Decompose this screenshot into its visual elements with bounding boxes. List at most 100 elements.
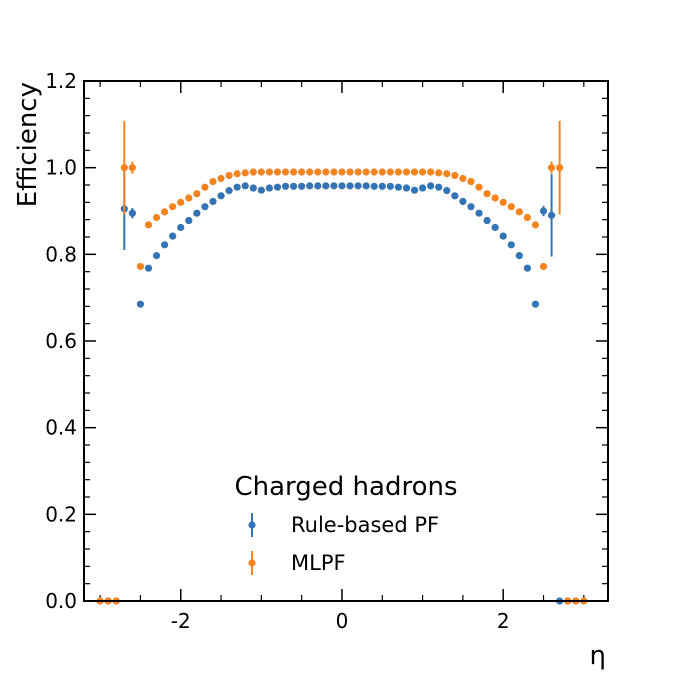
x-tick-label: -2 [171,609,191,633]
y-axis-title: Efficiency [13,82,43,207]
data-point [273,168,282,176]
data-point [161,208,169,216]
data-point [531,300,540,308]
data-point [306,182,314,190]
data-point [120,164,128,172]
data-point [169,232,177,240]
data-point [201,203,209,211]
legend: Charged hadrons Rule-based PF MLPF [234,472,458,575]
data-point [370,182,378,190]
data-point [185,194,193,202]
data-point [515,208,523,216]
data-point [281,182,290,190]
data-point [507,241,515,249]
data-point [217,174,225,183]
data-point [128,164,136,172]
data-point [523,264,531,272]
data-point [249,184,257,192]
data-point [241,169,249,177]
data-point [459,174,467,183]
legend-label: Rule-based PF [291,513,439,537]
data-point [539,207,548,215]
data-point [483,216,491,225]
data-point [394,183,402,191]
data-point [483,190,491,198]
data-point [410,186,419,194]
data-point [386,182,394,190]
data-point [209,197,217,206]
data-point [443,187,451,195]
data-point [314,168,322,176]
y-tick-label: 0.8 [45,242,77,266]
data-point [531,221,540,229]
data-point [378,182,386,190]
y-tick-label: 0.6 [45,329,77,353]
data-point [451,192,459,200]
data-point [491,223,499,232]
data-point [169,203,177,211]
data-point [290,168,298,176]
data-point [152,252,161,260]
data-point [523,213,531,222]
data-point [193,209,201,217]
data-point [507,203,515,211]
data-point [273,183,282,191]
data-point [265,184,274,192]
data-point [459,197,467,206]
data-point [144,264,153,272]
data-point [225,187,233,195]
y-tick-label: 1.2 [45,69,77,93]
data-point [330,182,338,190]
data-point [362,182,370,190]
y-tick-label: 0.0 [45,589,77,613]
data-point [410,168,419,176]
data-point [491,194,499,202]
data-point [209,177,217,186]
data-point [201,183,209,191]
data-point [257,186,265,194]
data-point [547,164,556,172]
data-point [265,168,274,176]
plot-frame [83,80,609,602]
data-point [427,182,435,190]
data-point [499,232,507,240]
data-point [499,198,507,206]
data-point [257,168,265,176]
data-point [161,241,169,249]
data-point [467,203,475,211]
data-point [136,300,145,308]
data-point [298,182,306,190]
data-point [233,170,241,178]
data-point [225,171,233,180]
data-point [144,221,153,229]
data-point [402,184,411,192]
legend-marker [248,521,256,529]
data-point [281,168,290,176]
y-tick-label: 0.2 [45,502,77,526]
data-point [330,168,338,176]
data-point [475,209,483,217]
data-point [338,168,346,176]
data-point [241,182,249,190]
data-point [435,183,443,191]
data-point [338,182,346,190]
data-point [346,182,354,190]
data-point [354,182,362,190]
data-point [346,168,354,176]
y-tick-label: 0.4 [45,416,77,440]
data-point [435,169,443,177]
data-point [515,252,523,260]
data-point [322,182,330,190]
data-point [443,170,451,178]
legend-entries: Rule-based PF MLPF [248,513,439,575]
data-point [362,168,370,176]
legend-marker [248,559,256,567]
data-point [217,192,225,200]
data-point [152,213,161,222]
data-point [354,168,362,176]
data-point [306,168,314,176]
x-tick-label: 0 [336,609,349,633]
data-point [427,168,435,176]
